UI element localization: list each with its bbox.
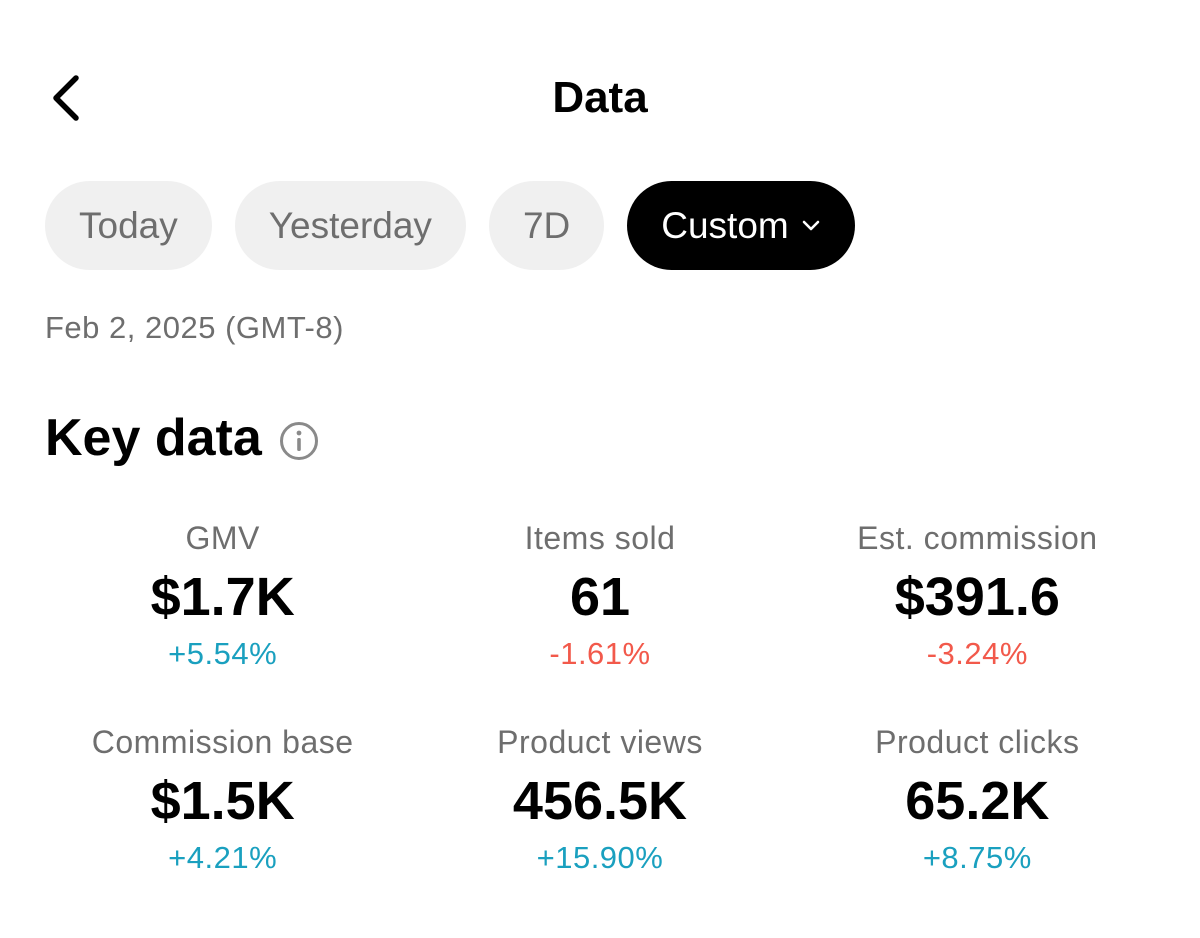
metric-label: Items sold xyxy=(524,520,676,556)
metric-est-commission[interactable]: Est. commission $391.6 -3.24% xyxy=(789,516,1166,680)
metric-items-sold[interactable]: Items sold 61 -1.61% xyxy=(411,516,788,680)
date-range-tabs: Today Yesterday 7D Custom xyxy=(45,181,855,270)
metric-change: -1.61% xyxy=(549,636,651,671)
header: Data xyxy=(0,0,1200,190)
metric-value: $1.5K xyxy=(150,771,295,831)
tab-label: Today xyxy=(79,204,178,246)
metric-gmv[interactable]: GMV $1.7K +5.54% xyxy=(34,516,411,680)
tab-yesterday[interactable]: Yesterday xyxy=(234,181,466,270)
metric-value: $1.7K xyxy=(150,567,295,627)
tab-custom[interactable]: Custom xyxy=(627,181,855,270)
metric-value: 456.5K xyxy=(512,771,688,831)
metric-product-clicks[interactable]: Product clicks 65.2K +8.75% xyxy=(789,720,1166,884)
page-title: Data xyxy=(552,73,648,122)
section-title: Key data xyxy=(45,409,262,467)
metric-value: 61 xyxy=(569,567,631,627)
back-button[interactable] xyxy=(38,68,94,128)
metric-change: +15.90% xyxy=(536,840,664,875)
tab-today[interactable]: Today xyxy=(45,181,212,270)
metric-label: Product clicks xyxy=(875,724,1080,760)
metric-value: 65.2K xyxy=(905,771,1050,831)
metric-label: GMV xyxy=(185,520,260,556)
tab-label: 7D xyxy=(522,204,571,246)
chevron-left-icon xyxy=(53,75,79,121)
metric-label: Commission base xyxy=(91,724,354,760)
chevron-down-icon xyxy=(802,220,820,230)
tab-label: Yesterday xyxy=(268,204,432,246)
tab-7d[interactable]: 7D xyxy=(488,181,605,270)
date-range-label: Feb 2, 2025 (GMT-8) xyxy=(45,310,344,345)
metric-value: $391.6 xyxy=(894,567,1060,627)
metric-product-views[interactable]: Product views 456.5K +15.90% xyxy=(411,720,788,884)
key-data-grid: GMV $1.7K +5.54% Items sold 61 -1.61% Es… xyxy=(34,516,1166,884)
metric-label: Est. commission xyxy=(857,520,1098,556)
metric-label: Product views xyxy=(497,724,703,760)
metric-change: +5.54% xyxy=(168,636,278,671)
metric-commission-base[interactable]: Commission base $1.5K +4.21% xyxy=(34,720,411,884)
info-icon[interactable] xyxy=(278,420,320,462)
metric-change: +8.75% xyxy=(922,840,1032,875)
tab-label: Custom xyxy=(661,204,789,246)
metric-change: -3.24% xyxy=(926,636,1028,671)
metric-change: +4.21% xyxy=(168,840,278,875)
key-data-heading: Key data xyxy=(45,405,320,471)
